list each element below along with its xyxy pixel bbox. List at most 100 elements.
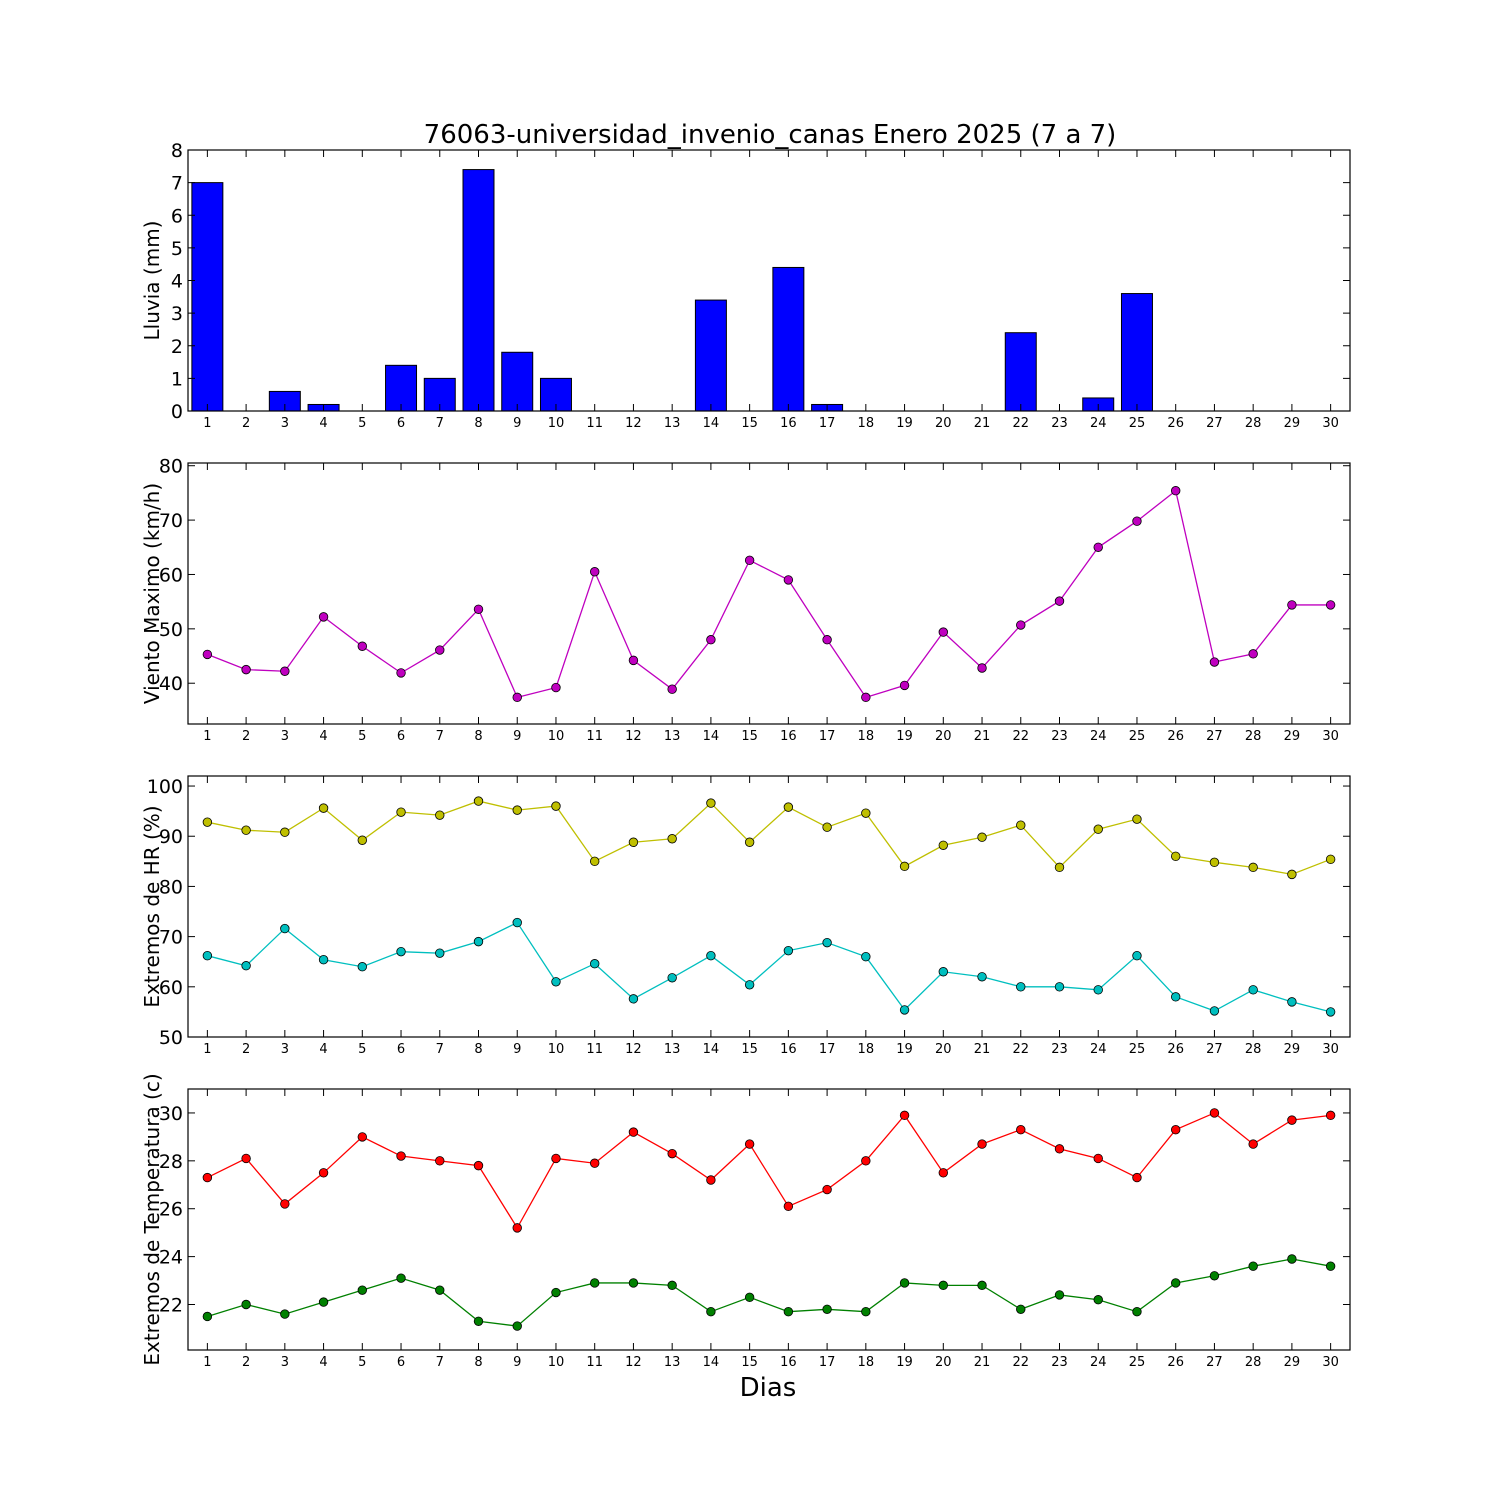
y-tick-label: 50	[159, 1027, 183, 1049]
series-1-point-day-14	[706, 635, 716, 645]
series-2-point-day-28	[1248, 1261, 1258, 1271]
x-tick-label: 10	[548, 1355, 565, 1370]
x-tick-label: 5	[358, 1355, 366, 1370]
series-2-point-day-9	[512, 917, 522, 928]
series-2-point-day-25	[1132, 950, 1142, 961]
x-tick-label: 16	[780, 1355, 797, 1370]
series-1-point-day-19	[899, 1110, 910, 1121]
x-tick-label: 5	[358, 729, 366, 744]
series-1-point-day-29	[1287, 600, 1297, 610]
x-tick-label: 17	[819, 729, 836, 744]
x-tick-label: 27	[1206, 1042, 1223, 1057]
series-2-point-day-26	[1170, 1278, 1181, 1288]
x-tick-label: 30	[1322, 1355, 1339, 1370]
series-1-point-day-8	[473, 604, 484, 614]
series-2-point-day-14	[706, 950, 716, 961]
series-1-point-day-21	[977, 663, 987, 673]
x-tick-label: 28	[1245, 1042, 1262, 1057]
series-1-point-day-20	[938, 840, 949, 850]
x-tick-label: 18	[858, 1042, 875, 1057]
panel-3-frame	[187, 775, 1351, 1038]
series-1-point-day-27	[1209, 657, 1220, 667]
panel-2-frame	[187, 462, 1351, 725]
y-tick-label: 6	[171, 205, 183, 227]
bar-day-9	[501, 351, 534, 412]
series-1-point-day-16	[783, 575, 794, 585]
series-2-point-day-11	[590, 1278, 600, 1288]
bar-day-14	[694, 299, 727, 412]
x-tick-label: 22	[1012, 416, 1029, 431]
x-tick-label: 15	[741, 416, 758, 431]
x-tick-label: 28	[1245, 416, 1262, 431]
y-tick-label: 0	[171, 401, 183, 423]
series-1-point-day-30	[1325, 854, 1336, 865]
y-tick-label: 1	[171, 368, 183, 390]
series-1-point-day-7	[435, 810, 445, 820]
series-2-point-day-4	[318, 955, 329, 965]
series-1-point-day-18	[861, 1156, 871, 1166]
x-tick-label: 23	[1051, 729, 1068, 744]
y-tick-label: 70	[159, 927, 183, 949]
series-2-point-day-17	[822, 1304, 832, 1314]
series-1-point-day-9	[512, 805, 522, 815]
series-2-point-day-10	[551, 1287, 561, 1298]
x-tick-label: 11	[586, 729, 603, 744]
x-tick-label: 9	[513, 416, 521, 431]
x-tick-label: 29	[1284, 416, 1301, 431]
series-1-point-day-29	[1287, 1115, 1297, 1125]
series-1-point-day-26	[1170, 486, 1181, 496]
x-tick-label: 3	[281, 1355, 289, 1370]
x-tick-label: 15	[741, 1042, 758, 1057]
x-tick-label: 6	[397, 1042, 405, 1057]
y-tick-label: 40	[159, 673, 183, 695]
series-2-point-day-23	[1054, 1290, 1065, 1300]
x-tick-label: 17	[819, 416, 836, 431]
x-tick-label: 1	[203, 729, 211, 744]
series-2-point-day-22	[1016, 982, 1026, 992]
x-tick-label: 8	[474, 1042, 482, 1057]
series-2-point-day-24	[1093, 985, 1103, 995]
x-tick-label: 21	[974, 729, 991, 744]
x-tick-label: 4	[319, 729, 327, 744]
x-tick-label: 30	[1322, 1042, 1339, 1057]
series-1-point-day-16	[783, 1201, 794, 1212]
x-tick-label: 13	[664, 729, 681, 744]
x-tick-label: 27	[1206, 1355, 1223, 1370]
x-tick-label: 24	[1090, 729, 1107, 744]
series-2-point-day-19	[899, 1005, 910, 1015]
series-1-point-day-10	[551, 682, 561, 693]
x-tick-label: 2	[242, 1042, 250, 1057]
series-1-point-day-7	[435, 645, 445, 655]
series-1-point-day-17	[822, 1184, 832, 1195]
series-2-line	[207, 1258, 1331, 1327]
series-2-point-day-25	[1132, 1306, 1142, 1317]
series-2-point-day-4	[318, 1297, 329, 1307]
x-tick-label: 14	[703, 1355, 720, 1370]
series-1-point-day-6	[396, 807, 406, 817]
series-1-point-day-12	[628, 1127, 639, 1137]
series-1-point-day-15	[744, 837, 755, 847]
series-1-point-day-27	[1209, 857, 1220, 868]
series-2-point-day-1	[202, 950, 213, 961]
x-tick-label: 6	[397, 729, 405, 744]
y-axis-label: Lluvia (mm)	[140, 221, 164, 341]
series-2-point-day-26	[1170, 992, 1181, 1002]
x-tick-label: 21	[974, 1355, 991, 1370]
x-tick-label: 13	[664, 416, 681, 431]
x-tick-label: 8	[474, 729, 482, 744]
series-2-point-day-8	[473, 1316, 484, 1326]
x-tick-label: 12	[625, 1042, 642, 1057]
y-tick-label: 50	[159, 619, 183, 641]
x-tick-label: 11	[586, 1042, 603, 1057]
series-2-point-day-15	[744, 980, 755, 990]
series-1-point-day-3	[280, 827, 290, 837]
series-2-point-day-5	[357, 1285, 368, 1295]
x-tick-label: 9	[513, 729, 521, 744]
series-1-line	[207, 1112, 1331, 1230]
series-1-point-day-28	[1248, 1139, 1258, 1149]
series-2-point-day-16	[783, 945, 794, 956]
series-1-point-day-4	[318, 612, 329, 622]
x-tick-label: 13	[664, 1042, 681, 1057]
